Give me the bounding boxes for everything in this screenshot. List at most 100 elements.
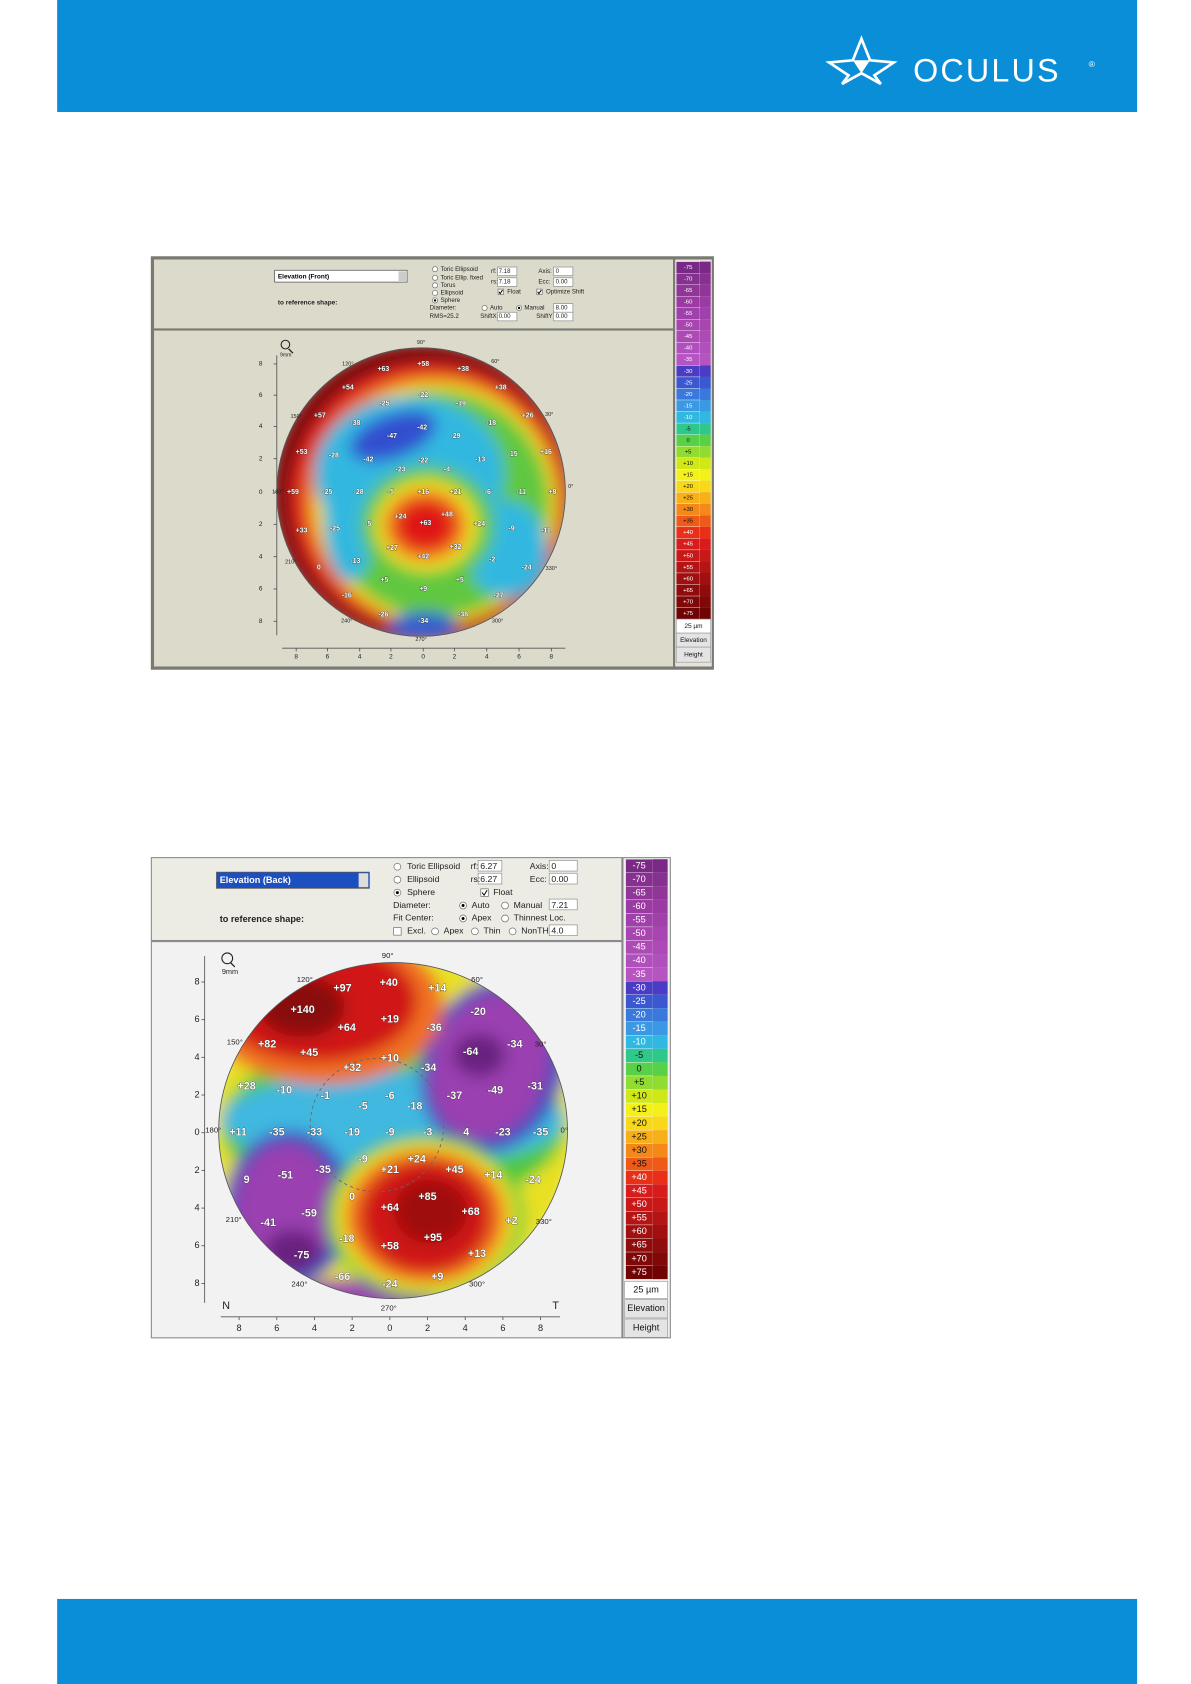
map-value: -34 — [418, 618, 428, 625]
scale-strip — [699, 503, 711, 516]
radio[interactable] — [432, 289, 438, 296]
map-value: +24 — [473, 521, 485, 528]
check-mark — [498, 289, 503, 295]
scale-strip — [652, 899, 668, 914]
elevation-map — [276, 347, 566, 637]
y-tick-label: 4 — [195, 1203, 200, 1213]
degree-label: 30° — [545, 412, 553, 418]
input-box[interactable] — [548, 872, 578, 885]
control-label: Toric Ellipsoid — [407, 861, 460, 871]
control-label: Torus — [440, 282, 455, 289]
scale-button[interactable] — [624, 1299, 668, 1319]
input-box[interactable] — [548, 859, 578, 872]
radio[interactable] — [501, 901, 509, 910]
logo-mark: ® — [1089, 59, 1096, 69]
input-box[interactable] — [553, 266, 574, 276]
dropdown-arrow[interactable] — [358, 873, 369, 888]
control-label: Axis: — [538, 268, 552, 275]
map-value: -25 — [330, 526, 340, 533]
radio[interactable] — [393, 875, 402, 884]
input-box[interactable] — [497, 266, 518, 276]
input-box[interactable] — [548, 898, 578, 911]
pupil-outline — [309, 1057, 445, 1193]
checkbox[interactable] — [497, 288, 504, 295]
scale-label: -75 — [684, 265, 693, 271]
x-tick-label: 4 — [463, 1323, 468, 1333]
scale-strip — [699, 388, 711, 401]
scale-label: +65 — [683, 588, 694, 594]
input-box[interactable] — [497, 311, 518, 322]
scale-strip — [652, 1224, 668, 1239]
degree-label: 120° — [297, 975, 313, 984]
scale-label: -5 — [635, 1050, 643, 1060]
input-box[interactable] — [553, 277, 574, 287]
map-value: +57 — [314, 412, 326, 419]
map-value: -6 — [485, 489, 491, 496]
y-tick-label: 8 — [195, 976, 200, 986]
dropdown-arrow[interactable] — [398, 271, 406, 282]
radio[interactable] — [508, 927, 517, 936]
x-tick-label: 2 — [425, 1323, 430, 1333]
y-tick-label: 0 — [195, 1127, 200, 1137]
scale-label: +75 — [631, 1267, 647, 1277]
dropdown[interactable] — [216, 871, 370, 889]
map-value: +85 — [418, 1191, 436, 1203]
y-tick-label: 4 — [259, 553, 263, 560]
degree-label: 210° — [226, 1215, 242, 1224]
map-value: +19 — [381, 1014, 399, 1026]
map-value: +24 — [408, 1153, 426, 1165]
scale-label: +55 — [631, 1213, 647, 1223]
scale-label: 0 — [637, 1064, 642, 1074]
magnifier-icon — [280, 339, 291, 350]
input-box[interactable] — [553, 311, 574, 322]
radio[interactable] — [471, 927, 479, 936]
x-tick-label: 8 — [550, 654, 554, 661]
map-value: -64 — [463, 1046, 479, 1058]
map-value: +38 — [495, 384, 507, 391]
input-box[interactable] — [497, 277, 518, 287]
degree-label: 30° — [535, 1039, 547, 1048]
degree-label: 210° — [285, 560, 296, 566]
map-value: +38 — [457, 366, 469, 373]
input-box[interactable] — [548, 924, 578, 936]
map-value: +5 — [456, 577, 464, 584]
radio[interactable] — [481, 305, 488, 311]
y-tick-label: 6 — [259, 392, 263, 399]
radio[interactable] — [432, 274, 438, 281]
map-value: +59 — [287, 489, 299, 496]
control-label: Auto — [472, 900, 490, 910]
input-box[interactable] — [477, 859, 503, 872]
scale-label: +40 — [683, 530, 694, 536]
dropdown[interactable] — [274, 269, 408, 283]
scale-strip — [652, 1089, 668, 1104]
scale-label: -60 — [684, 300, 693, 306]
scale-strip — [699, 307, 711, 320]
map-value: -42 — [363, 457, 373, 464]
checkbox[interactable] — [536, 288, 543, 295]
control-label: Float — [493, 887, 513, 897]
radio[interactable] — [432, 266, 438, 273]
scale-button[interactable] — [624, 1280, 668, 1299]
radio[interactable] — [501, 914, 509, 923]
scale-label: -35 — [684, 357, 693, 363]
scale-strip — [652, 886, 668, 900]
checkbox[interactable] — [393, 927, 402, 936]
map-value: +63 — [419, 520, 431, 527]
checkbox[interactable] — [480, 888, 489, 897]
scale-strip — [652, 1130, 668, 1144]
radio[interactable] — [431, 927, 439, 936]
control-label: 7.18 — [499, 279, 512, 286]
radio[interactable] — [393, 862, 402, 871]
scale-button[interactable] — [624, 1318, 668, 1338]
x-tick-label: 6 — [517, 654, 521, 661]
input-box[interactable] — [477, 872, 503, 885]
map-value: -24 — [382, 1278, 398, 1290]
x-tick-label: 2 — [453, 654, 457, 661]
map-value: -11 — [516, 489, 526, 496]
map-value: +13 — [468, 1248, 486, 1260]
radio[interactable] — [432, 282, 438, 289]
scale-label: -25 — [684, 380, 693, 386]
scale-strip — [699, 330, 711, 343]
scale-label: +25 — [683, 496, 694, 502]
scale-button[interactable] — [675, 646, 712, 663]
